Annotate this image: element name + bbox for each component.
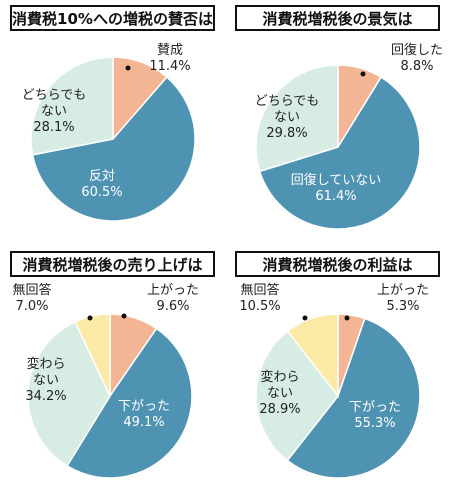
chart-title: 消費税増税後の景気は [235,5,440,31]
pie-slice [255,64,339,173]
leader-dot [302,315,308,321]
chart-panel-sales: 消費税増税後の売り上げは 上がった 9.6% 下がった 49.1% 変わらない 34.2%… [2,248,223,488]
pie-chart-profit: 上がった 5.3% 下がった 55.3% 変わらない 28.9% 無回答 10.5% [239,282,429,479]
pie-slice [286,317,421,479]
slice-label: 変わらない 28.9% [259,369,300,417]
slice-label: 下がった 49.1% [118,399,170,430]
slice-label: 回復した 8.8% [391,42,443,74]
chart-title: 消費税増税後の売り上げは [10,251,215,277]
slice-label: 反対 60.5% [81,169,122,200]
leader-dot [87,315,93,321]
slice-label: 賛成 11.4% [149,43,190,74]
chart-panel-profit: 消費税増税後の利益は 上がった 5.3% 下がった 55.3% 変わらない 28.9% 無回… [227,248,448,488]
chart-panel-approval: 消費税10%への増税の賛否は 賛成 11.4% 反対 60.5% どちらでもない 28.1… [2,2,223,242]
pie-slice [255,330,339,462]
chart-title: 消費税増税後の利益は [235,251,440,277]
pie-slice [31,76,196,222]
pie-slice [74,313,111,397]
leader-dot [121,313,127,319]
pie-slice [30,56,114,156]
leader-dot [360,71,366,77]
slice-label: どちらでもない 28.1% [22,88,87,135]
slice-label: 上がった 9.6% [147,283,199,314]
slice-label: 無回答 10.5% [239,282,280,314]
pie-chart-economy: 回復した 8.8% 回復していない 61.4% どちらでもない 29.8% [255,42,443,230]
leader-dot [344,315,350,321]
chart-panel-economy: 消費税増税後の景気は 回復した 8.8% 回復していない 61.4% どちらでもない 29… [227,2,448,242]
pie-chart-approval: 賛成 11.4% 反対 60.5% どちらでもない 28.1% [22,43,196,222]
slice-label: 無回答 7.0% [12,282,51,314]
leader-dot [125,65,131,71]
pie-slice [258,76,421,230]
slice-label: どちらでもない 29.8% [255,94,320,141]
slice-label: 下がった 55.3% [349,400,401,431]
slice-label: 上がった 5.3% [377,283,429,314]
chart-title: 消費税10%への増税の賛否は [10,5,215,31]
slice-label: 変わらない 34.2% [25,356,66,404]
pie-chart-sales: 上がった 9.6% 下がった 49.1% 変わらない 34.2% 無回答 7.0% [12,282,199,479]
pie-slice [286,313,339,399]
pie-slice [66,327,193,479]
slice-label: 回復していない 61.4% [291,172,382,204]
pie-slice [27,320,111,467]
